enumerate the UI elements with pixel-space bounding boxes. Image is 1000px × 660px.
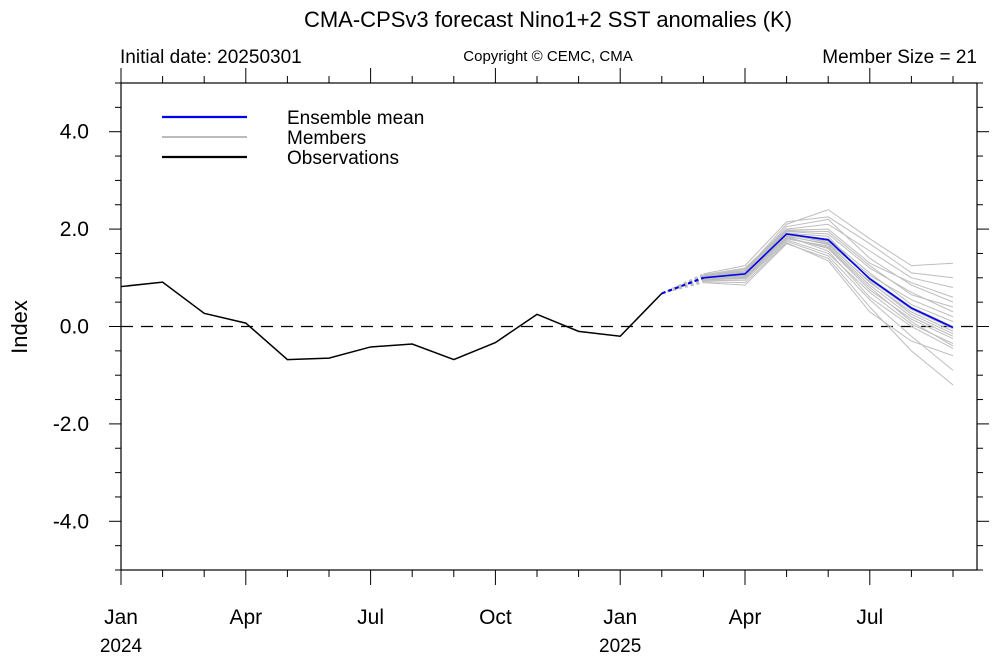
x-tick-label: Apr: [229, 606, 262, 629]
y-tick-label: 4.0: [60, 121, 89, 144]
member-size-label: Member Size = 21: [822, 47, 977, 68]
y-tick-label: -4.0: [53, 510, 89, 533]
y-tick-label: 2.0: [60, 218, 89, 241]
member-line: [703, 230, 954, 308]
member-line: [703, 236, 954, 340]
y-axis-label: Index: [7, 300, 32, 354]
series-lines: [120, 233, 954, 361]
members-lines: [661, 209, 954, 386]
member-line: [703, 237, 954, 347]
member-line: [703, 232, 954, 330]
x-tick-label: Apr: [729, 606, 762, 629]
x-tick-label: Jan: [603, 606, 637, 629]
y-tick-label: -2.0: [53, 413, 89, 436]
member-line: [703, 243, 954, 386]
ensemble-mean-connector: [661, 276, 704, 295]
x-tick-label: Jul: [856, 606, 883, 629]
axes: 4.0 2.0 0.0 -2.0 -4.0 Jan 2024 Apr Jul Oct Jan 2025…: [53, 68, 989, 657]
x-tick-label: Jan: [104, 606, 138, 629]
legend-label-observations: Observations: [287, 148, 399, 169]
ensemble-mean-line: [703, 233, 954, 329]
member-line: [703, 235, 954, 335]
copyright-label: Copyright © CEMC, CMA: [463, 48, 632, 65]
legend-label-ensemble-mean: Ensemble mean: [287, 108, 424, 129]
x-tick-label: Oct: [479, 606, 512, 629]
member-line: [703, 242, 954, 357]
x-tick-label: Jul: [357, 606, 384, 629]
initial-date-label: Initial date: 20250301: [120, 47, 302, 68]
x-tick-year-label: 2024: [100, 636, 143, 657]
y-tick-label: 0.0: [60, 316, 89, 339]
member-line: [703, 228, 954, 298]
legend-label-members: Members: [287, 128, 366, 149]
observations-line: [120, 281, 663, 361]
member-line: [703, 240, 954, 371]
member-line: [703, 223, 954, 289]
member-line: [703, 216, 954, 279]
chart-title: CMA-CPSv3 forecast Nino1+2 SST anomalies…: [304, 7, 792, 32]
x-tick-year-label: 2025: [599, 636, 641, 657]
member-line: [703, 239, 954, 344]
